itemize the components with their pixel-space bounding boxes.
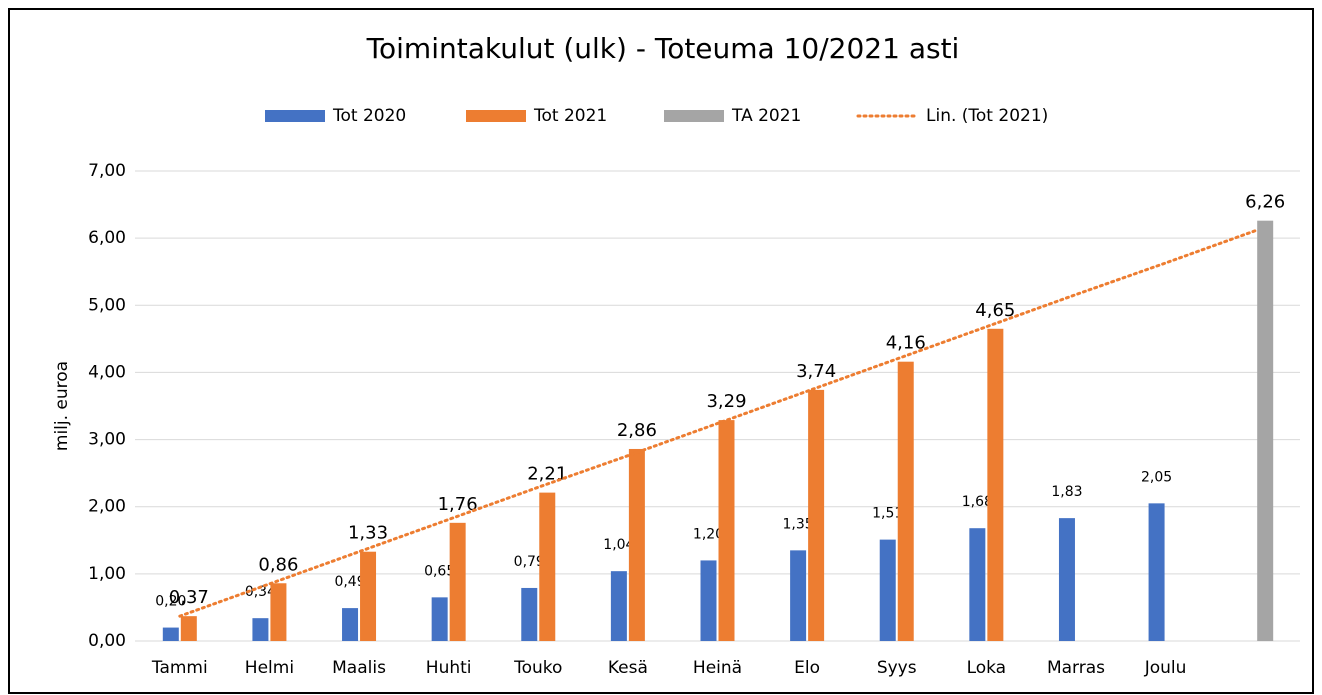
bar: [1148, 503, 1165, 641]
x-tick-label: Syys: [877, 658, 917, 678]
data-label: 1,35: [783, 516, 814, 532]
data-label: 2,21: [527, 464, 567, 485]
legend-swatch: [664, 110, 724, 122]
bar: [969, 528, 986, 641]
bar: [610, 571, 627, 641]
y-tick-label: 0,00: [88, 631, 126, 651]
bar: [897, 361, 914, 641]
y-tick-label: 7,00: [88, 161, 126, 181]
bar: [431, 597, 448, 641]
data-label: 6,26: [1245, 192, 1285, 213]
x-tick-label: Heinä: [693, 658, 742, 678]
bar: [700, 560, 717, 641]
data-label: 4,65: [975, 300, 1015, 321]
data-label: 1,20: [693, 526, 724, 542]
legend-label: Tot 2020: [332, 106, 406, 126]
data-label: 3,74: [796, 361, 836, 382]
x-tick-label: Loka: [967, 658, 1007, 678]
chart-border: [8, 8, 1314, 694]
data-label: 0,20: [155, 594, 186, 610]
chart-title: Toimintakulut (ulk) - Toteuma 10/2021 as…: [366, 32, 960, 65]
bar: [342, 608, 359, 641]
x-tick-label: Helmi: [245, 658, 294, 678]
data-label: 2,86: [617, 420, 657, 441]
bar: [449, 522, 466, 641]
x-tick-label: Tammi: [151, 658, 208, 678]
x-tick-label: Maalis: [332, 658, 386, 678]
y-tick-label: 5,00: [88, 295, 126, 315]
bar: [162, 627, 179, 641]
data-label: 0,34: [245, 584, 276, 600]
bar: [879, 539, 896, 641]
data-label: 0,65: [424, 563, 455, 579]
data-label: 1,68: [962, 494, 993, 510]
y-tick-label: 3,00: [88, 430, 126, 450]
bar: [521, 587, 538, 641]
bar: [1058, 518, 1075, 641]
bar: [628, 448, 645, 641]
legend-label: TA 2021: [731, 106, 801, 126]
data-label: 3,29: [706, 391, 746, 412]
bar: [718, 420, 735, 641]
data-label: 2,05: [1141, 469, 1172, 485]
bar: [180, 616, 197, 641]
x-tick-label: Kesä: [608, 658, 648, 678]
bar: [252, 618, 269, 641]
legend-label: Lin. (Tot 2021): [926, 106, 1048, 126]
y-tick-label: 4,00: [88, 362, 126, 382]
data-label: 1,83: [1051, 484, 1082, 500]
data-label: 0,49: [334, 574, 365, 590]
x-tick-label: Joulu: [1144, 658, 1187, 678]
legend-swatch: [265, 110, 325, 122]
y-axis-label: milj. euroa: [52, 361, 72, 451]
bar: [808, 389, 825, 641]
bar: [539, 492, 556, 641]
data-label: 1,51: [872, 506, 903, 522]
bar: [1257, 220, 1274, 641]
y-tick-label: 1,00: [88, 564, 126, 584]
trend-line: [178, 229, 1257, 618]
data-label: 0,79: [514, 554, 545, 570]
bar: [360, 551, 377, 641]
x-tick-label: Huhti: [426, 658, 472, 678]
y-tick-label: 2,00: [88, 497, 126, 517]
data-label: 4,16: [886, 333, 926, 354]
x-tick-label: Marras: [1047, 658, 1105, 678]
data-label: 1,33: [348, 523, 388, 544]
x-tick-label: Elo: [794, 658, 820, 678]
data-label: 1,76: [438, 494, 478, 515]
legend-label: Tot 2021: [533, 106, 607, 126]
bar: [270, 583, 287, 641]
bar: [790, 550, 807, 641]
y-tick-label: 6,00: [88, 228, 126, 248]
data-label: 0,37: [169, 587, 209, 608]
x-tick-label: Touko: [513, 658, 562, 678]
legend-swatch: [466, 110, 526, 122]
bar: [987, 328, 1004, 641]
data-label: 0,86: [258, 554, 298, 575]
data-label: 1,04: [603, 537, 634, 553]
